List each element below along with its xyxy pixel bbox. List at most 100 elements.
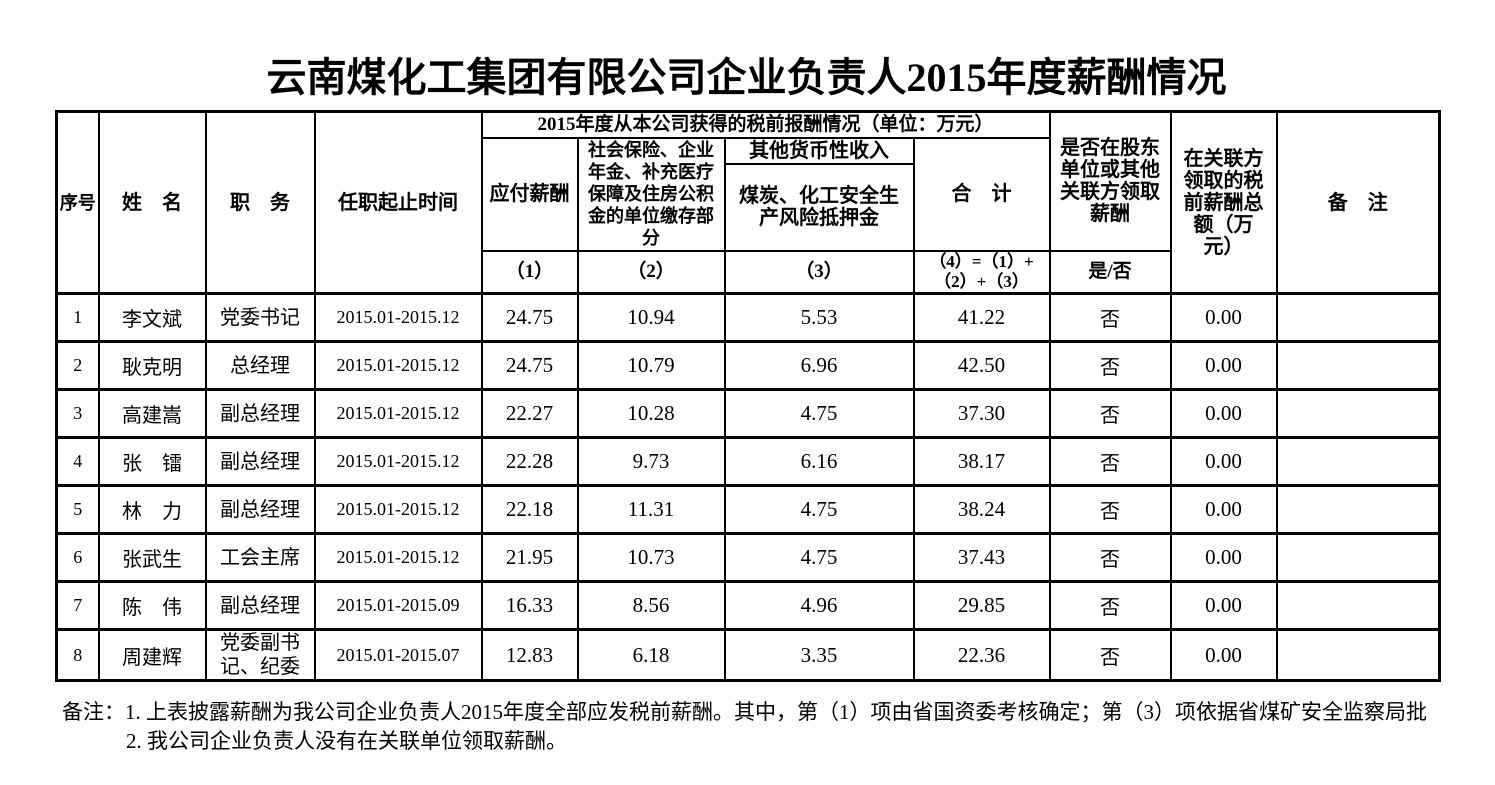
cell-payable-salary: 24.75 bbox=[480, 292, 579, 343]
header-position: 职 务 bbox=[204, 110, 316, 295]
cell-total: 41.22 bbox=[912, 292, 1051, 343]
header-remark: 备 注 bbox=[1275, 110, 1441, 295]
cell-related-yes-no: 否 bbox=[1048, 628, 1172, 682]
cell-risk-deposit: 4.75 bbox=[723, 484, 915, 535]
cell-social-insurance: 10.94 bbox=[576, 292, 726, 343]
header-sub-3: （3） bbox=[723, 249, 915, 295]
cell-remark bbox=[1275, 292, 1441, 343]
cell-term: 2015.01-2015.12 bbox=[313, 340, 483, 391]
footnote-line-2: 2. 我公司企业负责人没有在关联单位领取薪酬。 bbox=[126, 729, 567, 753]
cell-position: 副总经理 bbox=[204, 580, 316, 631]
header-social-insurance: 社会保险、企业 年金、补充医疗 保障及住房公积 金的单位缴存部 分 bbox=[576, 136, 726, 252]
cell-total: 22.36 bbox=[912, 628, 1051, 682]
table-row: 2 耿克明 总经理 2015.01-2015.12 24.75 10.79 6.96 42.5… bbox=[55, 340, 1441, 391]
cell-social-insurance: 10.28 bbox=[576, 388, 726, 439]
salary-table-container: 序号 姓 名 职 务 任职起止时间 2015年度从本公司获得的税前报酬情况（单位… bbox=[55, 110, 1495, 682]
cell-name: 周建辉 bbox=[97, 628, 207, 682]
cell-related-yes-no: 否 bbox=[1048, 292, 1172, 343]
header-related-question: 是否在股东 单位或其他 关联方领取 薪酬 bbox=[1048, 110, 1172, 252]
header-sub-4-formula: （4）=（1）+ （2）+（3） bbox=[912, 249, 1051, 295]
header-row-2: 应付薪酬 社会保险、企业 年金、补充医疗 保障及住房公积 金的单位缴存部 分 其… bbox=[57, 136, 1440, 252]
cell-related-yes-no: 否 bbox=[1048, 532, 1172, 583]
cell-position: 党委书记 bbox=[204, 292, 316, 343]
table-row: 8 周建辉 党委副书 记、纪委 2015.01-2015.07 12.83 6.18 3.3… bbox=[55, 628, 1441, 682]
cell-risk-deposit: 6.96 bbox=[723, 340, 915, 391]
cell-name: 耿克明 bbox=[97, 340, 207, 391]
cell-related-amount: 0.00 bbox=[1169, 340, 1278, 391]
cell-total: 42.50 bbox=[912, 340, 1051, 391]
cell-serial: 1 bbox=[55, 292, 100, 343]
header-other-income: 其他货币性收入 bbox=[723, 136, 915, 165]
header-row-4: （1） （2） （3） （4）=（1）+ （2）+（3） 是/否 bbox=[57, 249, 1440, 295]
cell-serial: 3 bbox=[55, 388, 100, 439]
cell-position: 总经理 bbox=[204, 340, 316, 391]
cell-total: 38.17 bbox=[912, 436, 1051, 487]
cell-related-amount: 0.00 bbox=[1169, 484, 1278, 535]
footnote-line-1: 备注：1. 上表披露薪酬为我公司企业负责人2015年度全部应发税前薪酬。其中，第… bbox=[62, 700, 1427, 724]
header-name: 姓 名 bbox=[97, 110, 207, 295]
cell-position: 党委副书 记、纪委 bbox=[204, 628, 316, 682]
cell-remark bbox=[1275, 340, 1441, 391]
header-pretax-span: 2015年度从本公司获得的税前报酬情况（单位：万元） bbox=[480, 110, 1051, 139]
cell-social-insurance: 10.73 bbox=[576, 532, 726, 583]
cell-term: 2015.01-2015.12 bbox=[313, 436, 483, 487]
cell-related-yes-no: 否 bbox=[1048, 484, 1172, 535]
cell-related-amount: 0.00 bbox=[1169, 628, 1278, 682]
header-risk-deposit: 煤炭、化工安全生 产风险抵押金 bbox=[723, 162, 915, 252]
cell-risk-deposit: 4.75 bbox=[723, 532, 915, 583]
cell-payable-salary: 22.27 bbox=[480, 388, 579, 439]
cell-related-amount: 0.00 bbox=[1169, 532, 1278, 583]
cell-serial: 8 bbox=[55, 628, 100, 682]
cell-name: 林 力 bbox=[97, 484, 207, 535]
cell-payable-salary: 21.95 bbox=[480, 532, 579, 583]
cell-position: 副总经理 bbox=[204, 484, 316, 535]
header-serial: 序号 bbox=[55, 110, 100, 295]
cell-total: 29.85 bbox=[912, 580, 1051, 631]
header-term: 任职起止时间 bbox=[313, 110, 483, 295]
header-yes-no: 是/否 bbox=[1048, 249, 1172, 295]
cell-risk-deposit: 4.96 bbox=[723, 580, 915, 631]
cell-term: 2015.01-2015.07 bbox=[313, 628, 483, 682]
cell-serial: 7 bbox=[55, 580, 100, 631]
header-sub-2: （2） bbox=[576, 249, 726, 295]
cell-remark bbox=[1275, 388, 1441, 439]
cell-serial: 2 bbox=[55, 340, 100, 391]
cell-social-insurance: 8.56 bbox=[576, 580, 726, 631]
cell-related-yes-no: 否 bbox=[1048, 340, 1172, 391]
cell-related-yes-no: 否 bbox=[1048, 388, 1172, 439]
cell-total: 37.43 bbox=[912, 532, 1051, 583]
cell-remark bbox=[1275, 484, 1441, 535]
salary-table: 序号 姓 名 职 务 任职起止时间 2015年度从本公司获得的税前报酬情况（单位… bbox=[55, 110, 1442, 682]
table-row: 1 李文斌 党委书记 2015.01-2015.12 24.75 10.94 5.53 41.… bbox=[55, 292, 1441, 343]
header-row-1: 序号 姓 名 职 务 任职起止时间 2015年度从本公司获得的税前报酬情况（单位… bbox=[55, 110, 1441, 295]
cell-term: 2015.01-2015.12 bbox=[313, 532, 483, 583]
cell-payable-salary: 24.75 bbox=[480, 340, 579, 391]
cell-position: 工会主席 bbox=[204, 532, 316, 583]
cell-payable-salary: 22.18 bbox=[480, 484, 579, 535]
header-row-3: 煤炭、化工安全生 产风险抵押金 bbox=[57, 162, 1440, 252]
cell-related-amount: 0.00 bbox=[1169, 292, 1278, 343]
cell-position: 副总经理 bbox=[204, 388, 316, 439]
table-body: 1 李文斌 党委书记 2015.01-2015.12 24.75 10.94 5.53 41.… bbox=[55, 292, 1441, 682]
cell-serial: 4 bbox=[55, 436, 100, 487]
cell-total: 38.24 bbox=[912, 484, 1051, 535]
cell-total: 37.30 bbox=[912, 388, 1051, 439]
cell-term: 2015.01-2015.12 bbox=[313, 484, 483, 535]
cell-serial: 6 bbox=[55, 532, 100, 583]
cell-term: 2015.01-2015.09 bbox=[313, 580, 483, 631]
cell-name: 高建嵩 bbox=[97, 388, 207, 439]
cell-related-amount: 0.00 bbox=[1169, 388, 1278, 439]
footnotes: 备注：1. 上表披露薪酬为我公司企业负责人2015年度全部应发税前薪酬。其中，第… bbox=[62, 698, 1495, 756]
cell-risk-deposit: 3.35 bbox=[723, 628, 915, 682]
cell-remark bbox=[1275, 532, 1441, 583]
header-payable-salary: 应付薪酬 bbox=[480, 136, 579, 252]
cell-name: 陈 伟 bbox=[97, 580, 207, 631]
cell-payable-salary: 22.28 bbox=[480, 436, 579, 487]
table-header: 序号 姓 名 职 务 任职起止时间 2015年度从本公司获得的税前报酬情况（单位… bbox=[55, 110, 1441, 295]
cell-social-insurance: 9.73 bbox=[576, 436, 726, 487]
cell-serial: 5 bbox=[55, 484, 100, 535]
header-related-amount: 在关联方 领取的税 前薪酬总 额（万 元） bbox=[1169, 110, 1278, 295]
